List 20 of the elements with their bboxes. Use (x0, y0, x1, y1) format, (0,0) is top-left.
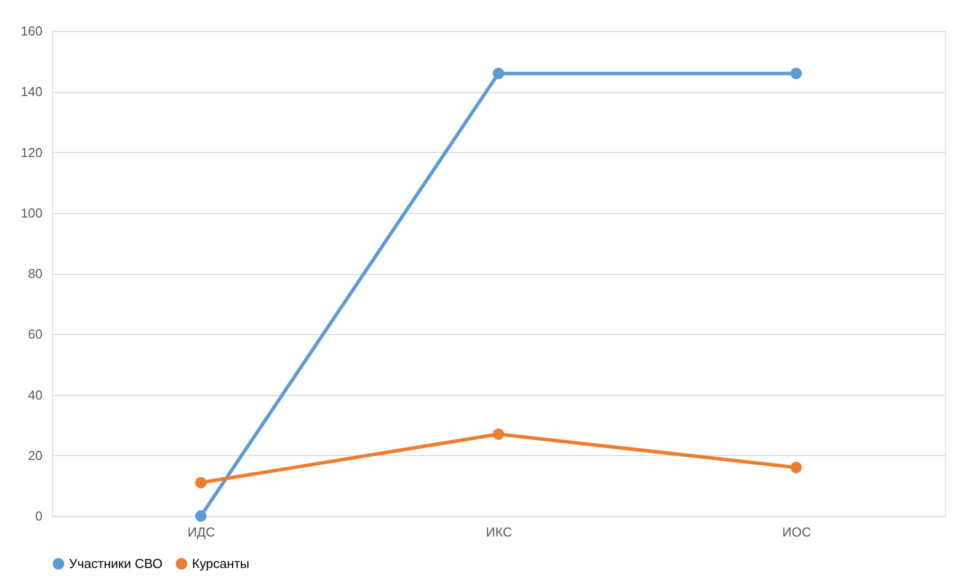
x-tick-label: ИДС (188, 524, 216, 540)
y-tick-label: 80 (28, 266, 42, 281)
y-tick-label: 100 (20, 205, 42, 220)
y-tick-label: 40 (28, 387, 42, 402)
point (492, 428, 504, 440)
y-tick-label: 120 (20, 144, 42, 160)
point (492, 68, 504, 80)
x-tick-label: ИКС (486, 524, 512, 540)
y-tick-label: 0 (35, 508, 42, 524)
y-tick-label: 60 (28, 326, 42, 342)
point (790, 68, 802, 80)
y-tick-label: 20 (28, 448, 42, 463)
point (195, 476, 207, 488)
legend-label: Курсанты (192, 556, 250, 571)
legend-label: Участники СВО (69, 556, 162, 571)
point (790, 462, 802, 474)
x-tick-label: ИОС (782, 524, 812, 540)
y-tick-label: 160 (20, 24, 42, 38)
y-tick-label: 140 (20, 84, 42, 100)
point (195, 510, 207, 522)
